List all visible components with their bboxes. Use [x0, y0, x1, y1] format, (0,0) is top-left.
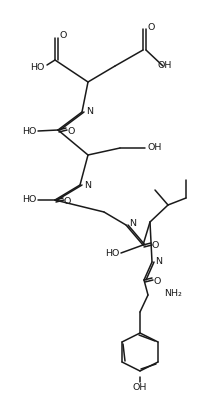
- Text: N: N: [129, 220, 136, 228]
- Text: O: O: [152, 242, 159, 250]
- Text: OH: OH: [158, 62, 172, 70]
- Text: HO: HO: [105, 248, 119, 258]
- Text: NH₂: NH₂: [164, 289, 182, 297]
- Text: O: O: [153, 277, 160, 285]
- Text: HO: HO: [22, 127, 36, 135]
- Text: O: O: [64, 197, 71, 205]
- Text: O: O: [60, 31, 67, 41]
- Text: N: N: [84, 181, 91, 189]
- Text: O: O: [148, 23, 155, 31]
- Text: OH: OH: [148, 144, 162, 152]
- Text: N: N: [155, 258, 162, 267]
- Text: HO: HO: [22, 195, 36, 205]
- Text: HO: HO: [30, 64, 44, 72]
- Text: N: N: [86, 107, 93, 117]
- Text: OH: OH: [133, 384, 147, 392]
- Text: O: O: [67, 127, 74, 135]
